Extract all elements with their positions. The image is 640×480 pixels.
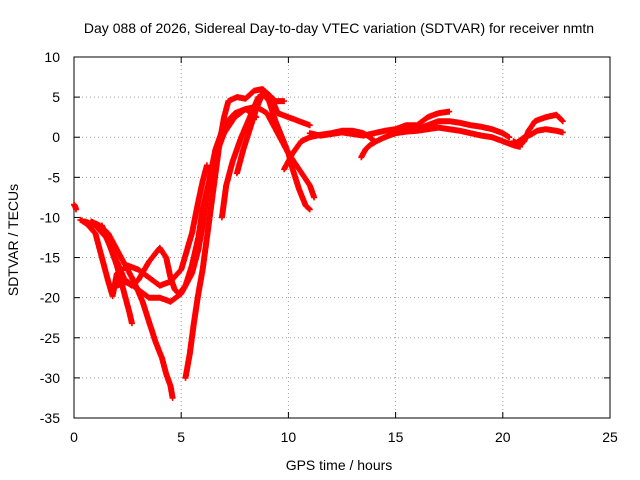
y-tick-label: -5 [48, 169, 61, 185]
series-markers [512, 126, 566, 147]
y-tick-label: -15 [40, 250, 60, 266]
series-markers [233, 90, 313, 213]
x-tick-label: 0 [70, 429, 78, 445]
series-arc-12 [358, 124, 523, 161]
x-tick-label: 5 [177, 429, 185, 445]
axis-ticks [73, 56, 611, 419]
grid-lines [74, 57, 610, 418]
y-tick-label: 10 [44, 49, 60, 65]
series-arc-3 [81, 106, 260, 297]
plot-frame [73, 56, 611, 419]
chart-title: Day 088 of 2026, Sidereal Day-to-day VTE… [84, 20, 594, 36]
y-tick-label: -25 [40, 330, 60, 346]
series-arc-13 [392, 118, 513, 141]
series-markers [358, 124, 523, 161]
y-tick-label: 5 [52, 89, 60, 105]
series-arc-15 [512, 126, 566, 147]
x-tick-labels: 0 5 10 15 20 25 [70, 429, 618, 445]
y-tick-label: -20 [40, 290, 60, 306]
y-tick-label: -35 [40, 410, 60, 426]
series-markers [392, 118, 513, 141]
series-markers [71, 201, 80, 213]
x-tick-label: 10 [281, 429, 297, 445]
x-tick-label: 15 [388, 429, 404, 445]
series-arc-1 [71, 201, 80, 213]
series-markers [77, 162, 210, 300]
y-tick-labels: 10 5 0 -5 -10 -15 -20 -25 -30 -35 [40, 49, 60, 426]
y-tick-label: -10 [40, 209, 60, 225]
series-markers [98, 222, 135, 327]
series-markers [182, 86, 313, 381]
series-arc-7 [182, 86, 313, 381]
series-arc-9 [233, 90, 313, 213]
x-axis-label: GPS time / hours [286, 457, 393, 473]
x-tick-label: 25 [602, 429, 618, 445]
y-tick-label: 0 [52, 129, 60, 145]
data-points [71, 86, 566, 401]
x-tick-label: 20 [495, 429, 511, 445]
series-arc-2 [77, 162, 210, 300]
series-arc-5 [98, 222, 135, 327]
y-tick-label: -30 [40, 370, 60, 386]
series-markers [81, 106, 260, 297]
y-axis-label: SDTVAR / TECUs [5, 184, 21, 296]
